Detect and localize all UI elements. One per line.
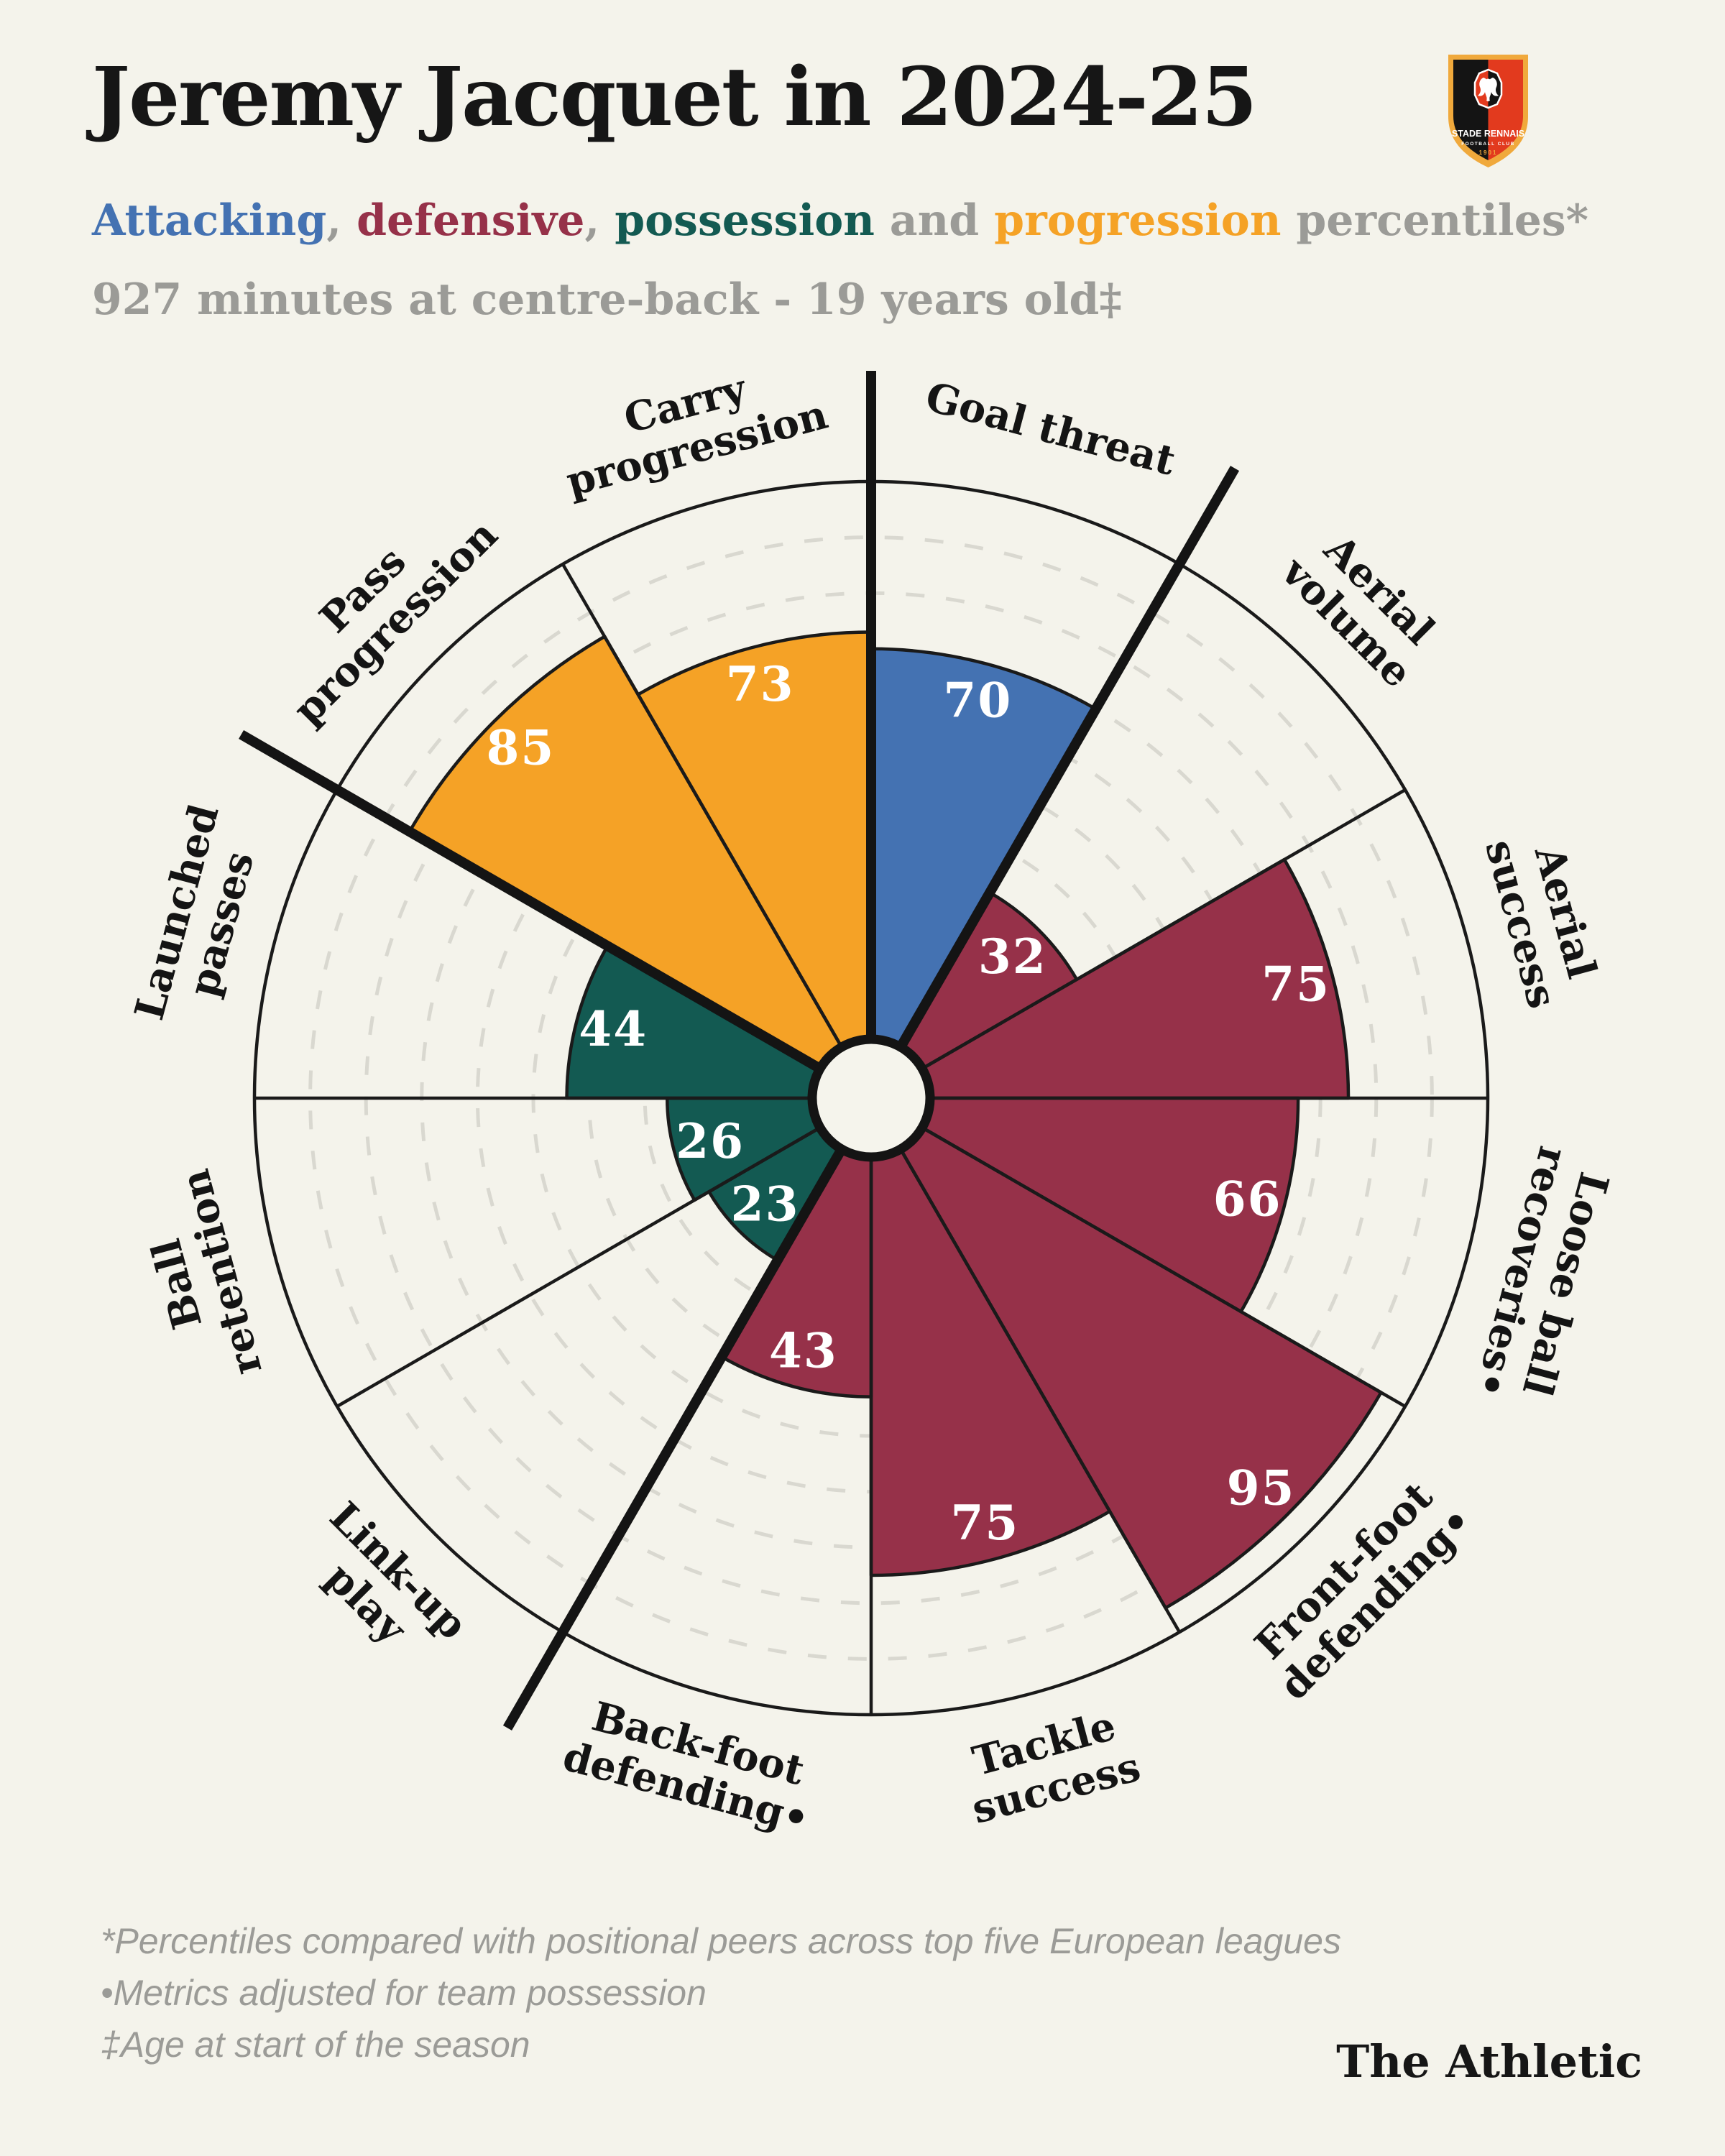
badge-club-sub: FOOTBALL CLUB (1461, 142, 1515, 147)
badge-year: 1901 (1479, 149, 1498, 156)
slice-value-carry-progression: 73 (726, 656, 795, 712)
subtitle-segment: possession (615, 195, 875, 246)
slice-value-tackle-success: 75 (950, 1495, 1019, 1551)
slice-value-pass-progression: 85 (486, 719, 555, 775)
badge-octagon (1473, 68, 1503, 109)
badge-ball (1485, 78, 1491, 86)
subtitle-segment: percentiles* (1281, 195, 1589, 246)
category-label-goal-threat: Goal threat (921, 373, 1180, 485)
footnote-age: ‡Age at start of the season (101, 2024, 530, 2065)
slice-value-goal-threat: 70 (943, 672, 1012, 728)
footnote-percentiles: *Percentiles compared with positional pe… (101, 1921, 1341, 1961)
slice-value-back-foot-defending: 43 (769, 1322, 838, 1378)
slice-boundary-line (921, 1126, 1407, 1408)
footnote-possession-adjusted: •Metrics adjusted for team possession (101, 1973, 707, 2013)
slice-boundary-line (899, 1148, 1181, 1634)
centre-hole (807, 1034, 935, 1162)
category-label-line: progression (284, 511, 507, 734)
category-boundary-line (502, 1144, 848, 1731)
slice-value-aerial-success: 75 (1261, 957, 1330, 1013)
badge-club-name: STADE RENNAIS (1452, 129, 1524, 139)
slice-value-aerial-volume: 32 (978, 929, 1047, 985)
chart-subtitle-legend: Attacking, defensive, possession and pro… (92, 195, 1588, 246)
slice-boundary-line (336, 1126, 822, 1408)
footnotes: *Percentiles compared with positional pe… (101, 1915, 1341, 2070)
subtitle-segment: and (874, 195, 995, 246)
subtitle-segment: defensive (356, 195, 585, 246)
slice-value-front-foot-defending: 95 (1227, 1460, 1296, 1516)
slice-value-launched-passes: 44 (579, 1001, 648, 1057)
subtitle-segment: , (584, 195, 615, 246)
slice-value-link-up-play: 23 (731, 1176, 800, 1232)
slice-boundary-line (921, 788, 1407, 1070)
category-label-line: Goal threat (921, 373, 1180, 485)
subtitle-segment: progression (994, 195, 1282, 246)
club-badge: STADE RENNAIS FOOTBALL CLUB 1901 (1448, 55, 1528, 167)
player-meta-line: 927 minutes at centre-back - 19 years ol… (92, 275, 1122, 325)
slice-value-loose-ball-recoveries: 66 (1213, 1171, 1282, 1227)
category-boundary-line (894, 466, 1240, 1052)
slice-boundary-line (561, 563, 843, 1049)
subtitle-segment: , (326, 195, 357, 246)
subtitle-segment: Attacking (92, 195, 327, 246)
category-boundary-line (239, 729, 825, 1075)
pizza-chart-root: 70 32 75 66 95 75 43 23 26 44 85 73 Goal threat Aeria… (126, 365, 1619, 1844)
publication-credit: The Athletic (1336, 2035, 1642, 2088)
page-title: Jeremy Jacquet in 2024-25 (92, 50, 1258, 144)
slice-value-ball-retention: 26 (676, 1113, 745, 1169)
